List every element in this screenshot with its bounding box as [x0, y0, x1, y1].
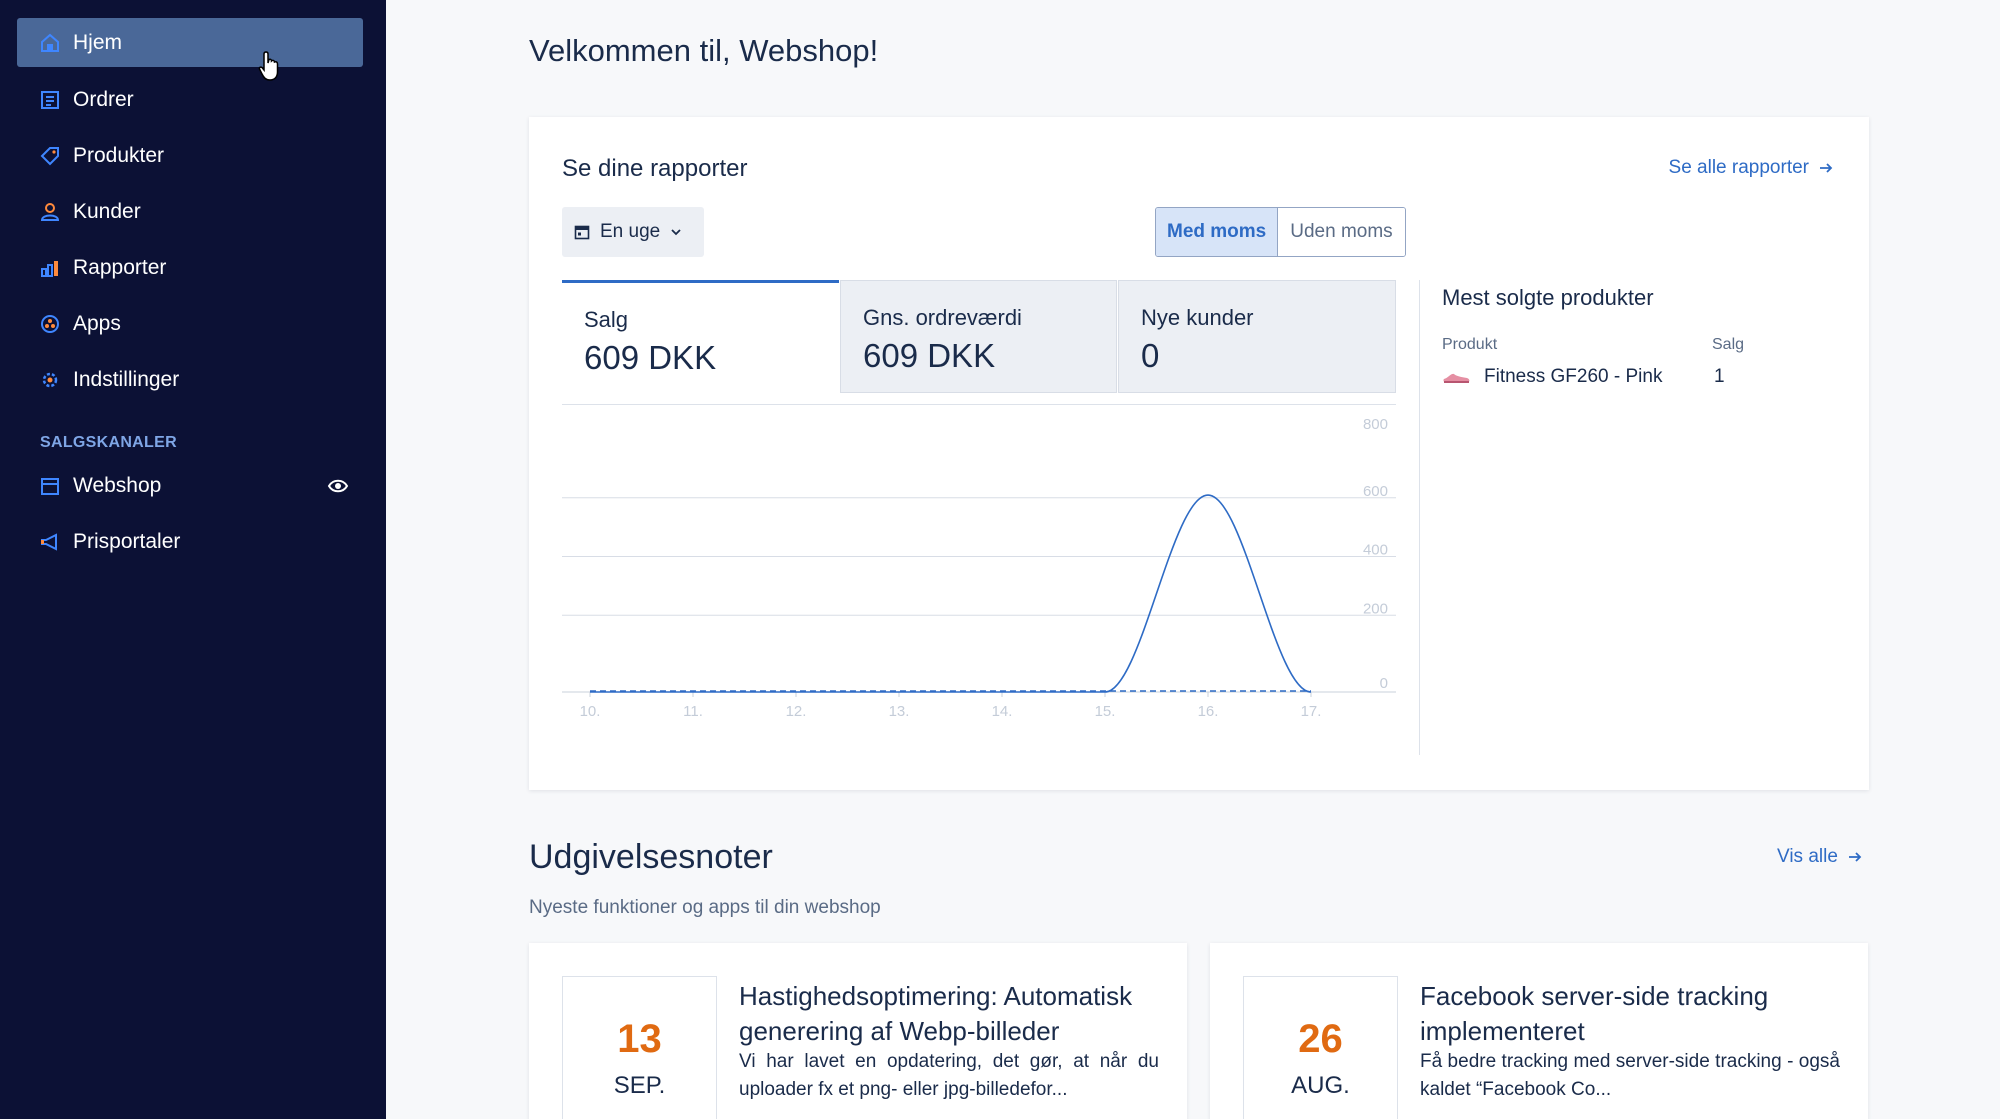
- y-tick-label: 800: [1363, 416, 1388, 433]
- sidebar-item-label: Produkter: [73, 143, 165, 167]
- arrow-right-icon: [1820, 163, 1833, 173]
- arrow-right-icon: [1848, 852, 1862, 862]
- apps-icon: [39, 313, 61, 335]
- column-header-sales: Salg: [1712, 336, 1745, 353]
- stat-value: 609 DKK: [584, 339, 717, 376]
- release-note-date: 13 SEP.: [562, 976, 717, 1119]
- page-title: Velkommen til, Webshop!: [529, 33, 879, 68]
- date-range-value: En uge: [600, 221, 661, 242]
- release-note-title: Hastighedsoptimering: Automatisk generer…: [739, 981, 1133, 1046]
- sidebar-item-webshop[interactable]: Webshop: [17, 461, 363, 510]
- x-tick-label: 10.: [580, 703, 601, 720]
- sidebar-item-hjem[interactable]: Hjem: [17, 18, 363, 67]
- stat-tab-avg-order[interactable]: Gns. ordreværdi 609 DKK: [840, 280, 1117, 393]
- tag-icon: [39, 145, 61, 167]
- gear-icon: [39, 369, 61, 391]
- date-day: 26: [1298, 1017, 1343, 1061]
- stat-label: Salg: [584, 307, 629, 332]
- main-content: Velkommen til, Webshop! Se dine rapporte…: [386, 0, 2000, 1119]
- sales-channels-label: SALGSKANALER: [40, 434, 177, 451]
- sidebar-item-label: Webshop: [73, 473, 162, 497]
- release-note-date: 26 AUG.: [1243, 976, 1398, 1119]
- x-tick-label: 11.: [683, 703, 703, 720]
- sidebar-item-label: Indstillinger: [73, 367, 180, 391]
- sidebar-item-indstillinger[interactable]: Indstillinger: [17, 355, 363, 404]
- megaphone-icon: [39, 531, 61, 553]
- shoe-thumbnail-icon: [1443, 373, 1470, 383]
- reports-title: Se dine rapporter: [562, 155, 748, 182]
- x-tick-label: 17.: [1301, 703, 1322, 720]
- divider: [1419, 280, 1420, 755]
- release-note-card[interactable]: 26 AUG. Facebook server-side tracking im…: [1210, 943, 1868, 1119]
- x-tick-label: 16.: [1198, 703, 1219, 720]
- date-day: 13: [617, 1017, 662, 1061]
- sidebar-item-apps[interactable]: Apps: [17, 299, 363, 348]
- y-tick-label: 200: [1363, 600, 1388, 617]
- x-tick-label: 14.: [992, 703, 1013, 720]
- date-range-dropdown[interactable]: En uge: [562, 207, 704, 257]
- sidebar-item-label: Apps: [73, 311, 121, 335]
- see-all-reports-label: Se alle rapporter: [1668, 157, 1809, 178]
- stat-label: Nye kunder: [1141, 305, 1254, 330]
- sidebar-item-label: Rapporter: [73, 255, 167, 279]
- see-all-reports-link[interactable]: Se alle rapporter: [1669, 157, 1833, 179]
- best-selling-row[interactable]: Fitness GF260 - Pink: [1442, 366, 1662, 388]
- stat-label: Gns. ordreværdi: [863, 305, 1022, 330]
- chevron-down-icon: [671, 229, 681, 236]
- x-tick-label: 13.: [889, 703, 910, 720]
- sidebar-item-kunder[interactable]: Kunder: [17, 187, 363, 236]
- x-tick-label: 12.: [786, 703, 807, 720]
- stat-tab-new-customers[interactable]: Nye kunder 0: [1118, 280, 1396, 393]
- sales-line-chart: 0 200 400 600 800 10. 11. 12. 13. 14. 15. 16. 17.: [562, 416, 1396, 720]
- best-selling-title: Mest solgte produkter: [1442, 285, 1654, 310]
- product-sales-count: 1: [1714, 366, 1725, 387]
- reports-card: Se dine rapporter Se alle rapporter En u…: [529, 117, 1869, 790]
- see-all-release-notes-link[interactable]: Vis alle: [1777, 846, 1862, 868]
- release-note-card[interactable]: 13 SEP. Hastighedsoptimering: Automatisk…: [529, 943, 1187, 1119]
- sidebar-item-produkter[interactable]: Produkter: [17, 131, 363, 180]
- sidebar-item-prisportaler[interactable]: Prisportaler: [17, 517, 363, 566]
- date-month: AUG.: [1291, 1072, 1350, 1099]
- stat-value: 0: [1141, 337, 1160, 374]
- release-notes-subtitle: Nyeste funktioner og apps til din websho…: [529, 897, 881, 918]
- sidebar-item-ordrer[interactable]: Ordrer: [17, 75, 363, 124]
- store-icon: [39, 475, 61, 497]
- sidebar-item-rapporter[interactable]: Rapporter: [17, 243, 363, 292]
- hand-cursor-icon: [258, 51, 279, 81]
- sidebar-item-label: Ordrer: [73, 87, 134, 111]
- sidebar-item-label: Hjem: [73, 30, 123, 54]
- date-month: SEP.: [613, 1072, 666, 1099]
- stat-tab-sales[interactable]: Salg 609 DKK: [562, 280, 839, 393]
- eye-icon[interactable]: [327, 475, 349, 497]
- x-tick-label: 15.: [1095, 703, 1116, 720]
- divider: [562, 404, 1396, 405]
- release-note-description: Få bedre tracking med server-side tracki…: [1420, 1051, 1840, 1100]
- vat-toggle: Med moms Uden moms: [1155, 207, 1406, 257]
- y-tick-label: 400: [1363, 542, 1388, 559]
- sidebar: Hjem Ordrer Produkter Kunder Rapporter A…: [0, 0, 386, 1119]
- release-note-description: Vi har lavet en opdatering, det gør, at …: [739, 1051, 1159, 1100]
- calendar-icon: [574, 225, 590, 240]
- y-tick-label: 0: [1380, 675, 1388, 692]
- column-header-product: Produkt: [1442, 336, 1498, 353]
- orders-icon: [39, 89, 61, 111]
- release-note-title: Facebook server-side tracking implemente…: [1420, 981, 1769, 1046]
- with-vat-button[interactable]: Med moms: [1156, 208, 1279, 256]
- stat-value: 609 DKK: [863, 337, 996, 374]
- release-notes-title: Udgivelsesnoter: [529, 838, 773, 876]
- bar-chart-icon: [39, 257, 61, 279]
- sidebar-item-label: Kunder: [73, 199, 141, 223]
- sales-series-line: [590, 494, 1312, 693]
- product-name: Fitness GF260 - Pink: [1484, 366, 1663, 387]
- home-icon: [39, 32, 61, 54]
- see-all-label: Vis alle: [1777, 846, 1838, 867]
- y-tick-label: 600: [1363, 483, 1388, 500]
- user-icon: [39, 201, 61, 223]
- without-vat-button[interactable]: Uden moms: [1278, 208, 1405, 256]
- sidebar-item-label: Prisportaler: [73, 529, 181, 553]
